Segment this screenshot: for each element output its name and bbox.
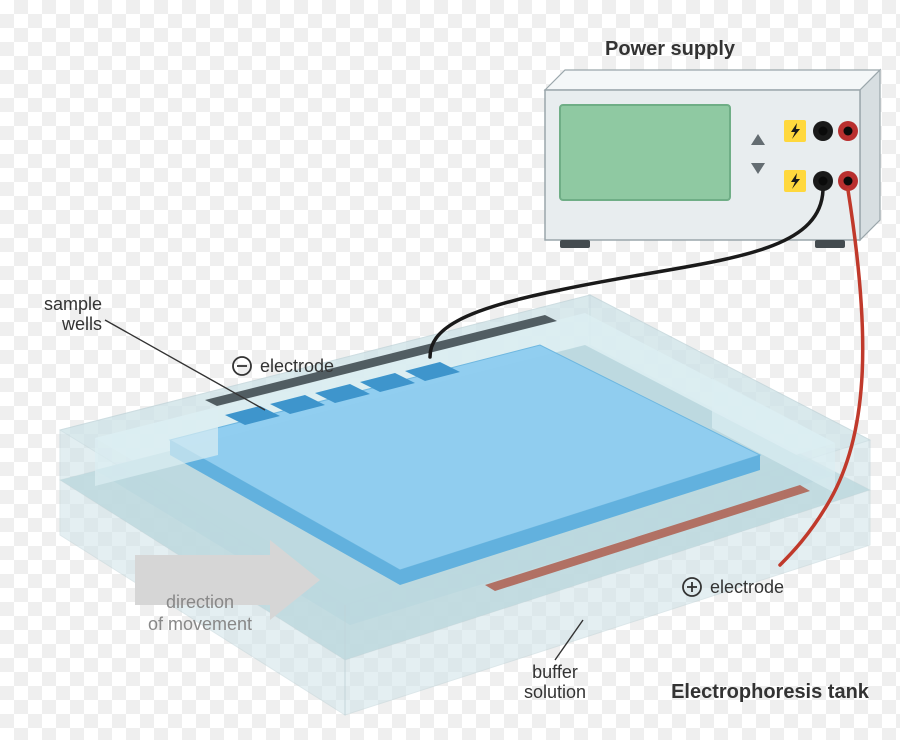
label-negElectrode: electrode (260, 356, 334, 376)
power-supply (545, 70, 880, 248)
leader-line (105, 320, 265, 410)
label-posElectrode: electrode (710, 577, 784, 597)
label-buffer1: buffer (532, 662, 578, 682)
label-dir1: direction (166, 592, 234, 612)
electrophoresis-tank (60, 295, 870, 715)
label-powerSupply: Power supply (605, 38, 736, 60)
label-buffer2: solution (524, 682, 586, 702)
label-tankTitle: Electrophoresis tank (671, 681, 870, 703)
label-sampleWells1: sample (44, 294, 102, 314)
power-supply-screen (560, 105, 730, 200)
label-dir2: of movement (148, 614, 252, 634)
label-sampleWells2: wells (61, 314, 102, 334)
